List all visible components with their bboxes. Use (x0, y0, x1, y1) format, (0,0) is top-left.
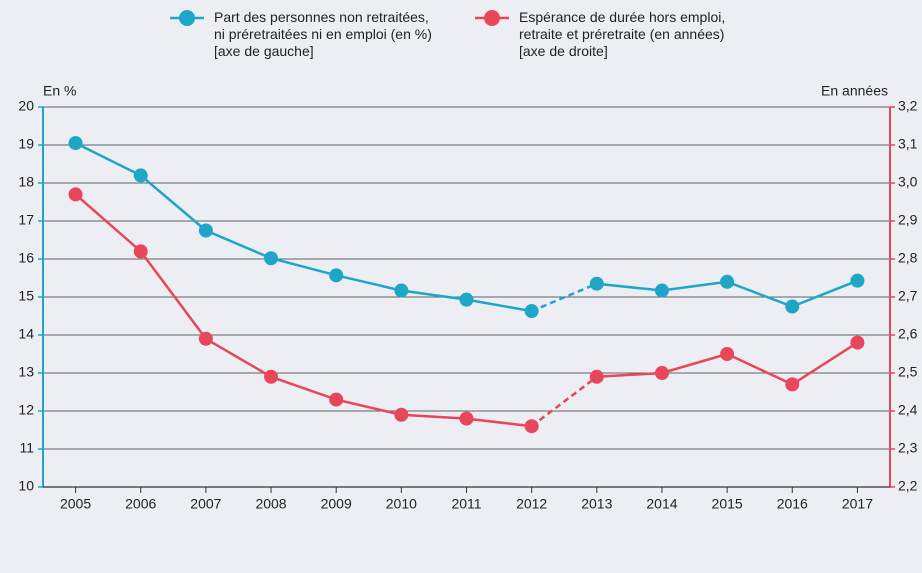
x-tick-label: 2012 (516, 496, 547, 512)
x-tick-label: 2009 (321, 496, 352, 512)
x-tick-label: 2007 (190, 496, 221, 512)
data-point (589, 369, 604, 384)
data-point (394, 407, 409, 422)
data-point (198, 223, 213, 238)
data-point (133, 244, 148, 259)
data-point (720, 274, 735, 289)
x-tick-label: 2014 (646, 496, 677, 512)
data-point (524, 419, 539, 434)
y-tick-label: 13 (18, 364, 34, 380)
data-point (720, 347, 735, 361)
y-tick-label: 11 (19, 440, 34, 456)
data-point (329, 392, 344, 407)
x-tick-label: 2011 (451, 496, 481, 512)
legend-label: Part des personnes non retraitées, ni pré… (214, 9, 432, 59)
y-tick-label: 19 (18, 136, 34, 152)
data-point (524, 304, 539, 319)
y-axis-label: En % (43, 83, 76, 99)
y2-axis-label: En années (821, 83, 888, 99)
y2-tick-label: 3,0 (898, 174, 918, 190)
y-tick-label: 20 (18, 98, 34, 114)
series-line (75, 141, 532, 313)
y2-tick-label: 3,1 (898, 136, 918, 152)
x-tick-label: 2016 (777, 496, 808, 512)
y2-tick-label: 3,2 (898, 98, 918, 114)
data-point (68, 136, 83, 151)
data-point (264, 369, 279, 384)
x-tick-label: 2005 (60, 496, 91, 512)
legend-marker (484, 10, 500, 26)
x-tick-label: 2010 (386, 496, 417, 512)
legend-marker (179, 10, 195, 26)
y-tick-label: 18 (18, 174, 34, 190)
data-point (785, 377, 800, 392)
x-tick-label: 2008 (255, 496, 286, 512)
data-point (654, 366, 669, 380)
y-tick-label: 17 (18, 212, 34, 228)
series-line-dashed (530, 375, 598, 428)
y2-tick-label: 2,3 (898, 440, 918, 456)
y-tick-label: 14 (18, 326, 34, 342)
y2-tick-label: 2,7 (898, 288, 918, 304)
x-tick-label: 2017 (842, 496, 873, 512)
data-point (394, 283, 409, 298)
x-tick-label: 2006 (125, 496, 156, 512)
y2-tick-label: 2,4 (898, 402, 918, 418)
y2-tick-label: 2,6 (898, 326, 918, 342)
y-tick-label: 15 (18, 288, 34, 304)
data-point (329, 268, 344, 283)
legend-label: Espérance de durée hors emploi, retraite … (519, 9, 725, 59)
data-point (654, 283, 669, 298)
y-tick-label: 12 (18, 402, 34, 418)
data-point (459, 292, 474, 307)
y-tick-label: 10 (18, 478, 34, 494)
y-tick-label: 16 (18, 250, 34, 266)
data-point (850, 273, 865, 288)
data-point (133, 168, 148, 183)
data-point (459, 411, 474, 426)
y2-tick-label: 2,9 (898, 212, 918, 228)
x-tick-label: 2015 (712, 496, 743, 512)
data-point (589, 276, 604, 291)
series-line (74, 193, 532, 428)
x-tick-label: 2013 (581, 496, 612, 512)
data-point (785, 299, 800, 314)
series-line-dashed (531, 282, 598, 313)
y2-tick-label: 2,5 (898, 364, 918, 380)
data-point (68, 187, 83, 202)
data-point (850, 335, 865, 350)
y2-tick-label: 2,8 (898, 250, 918, 266)
data-point (264, 251, 279, 266)
data-point (198, 331, 213, 346)
y2-tick-label: 2,2 (898, 478, 918, 494)
